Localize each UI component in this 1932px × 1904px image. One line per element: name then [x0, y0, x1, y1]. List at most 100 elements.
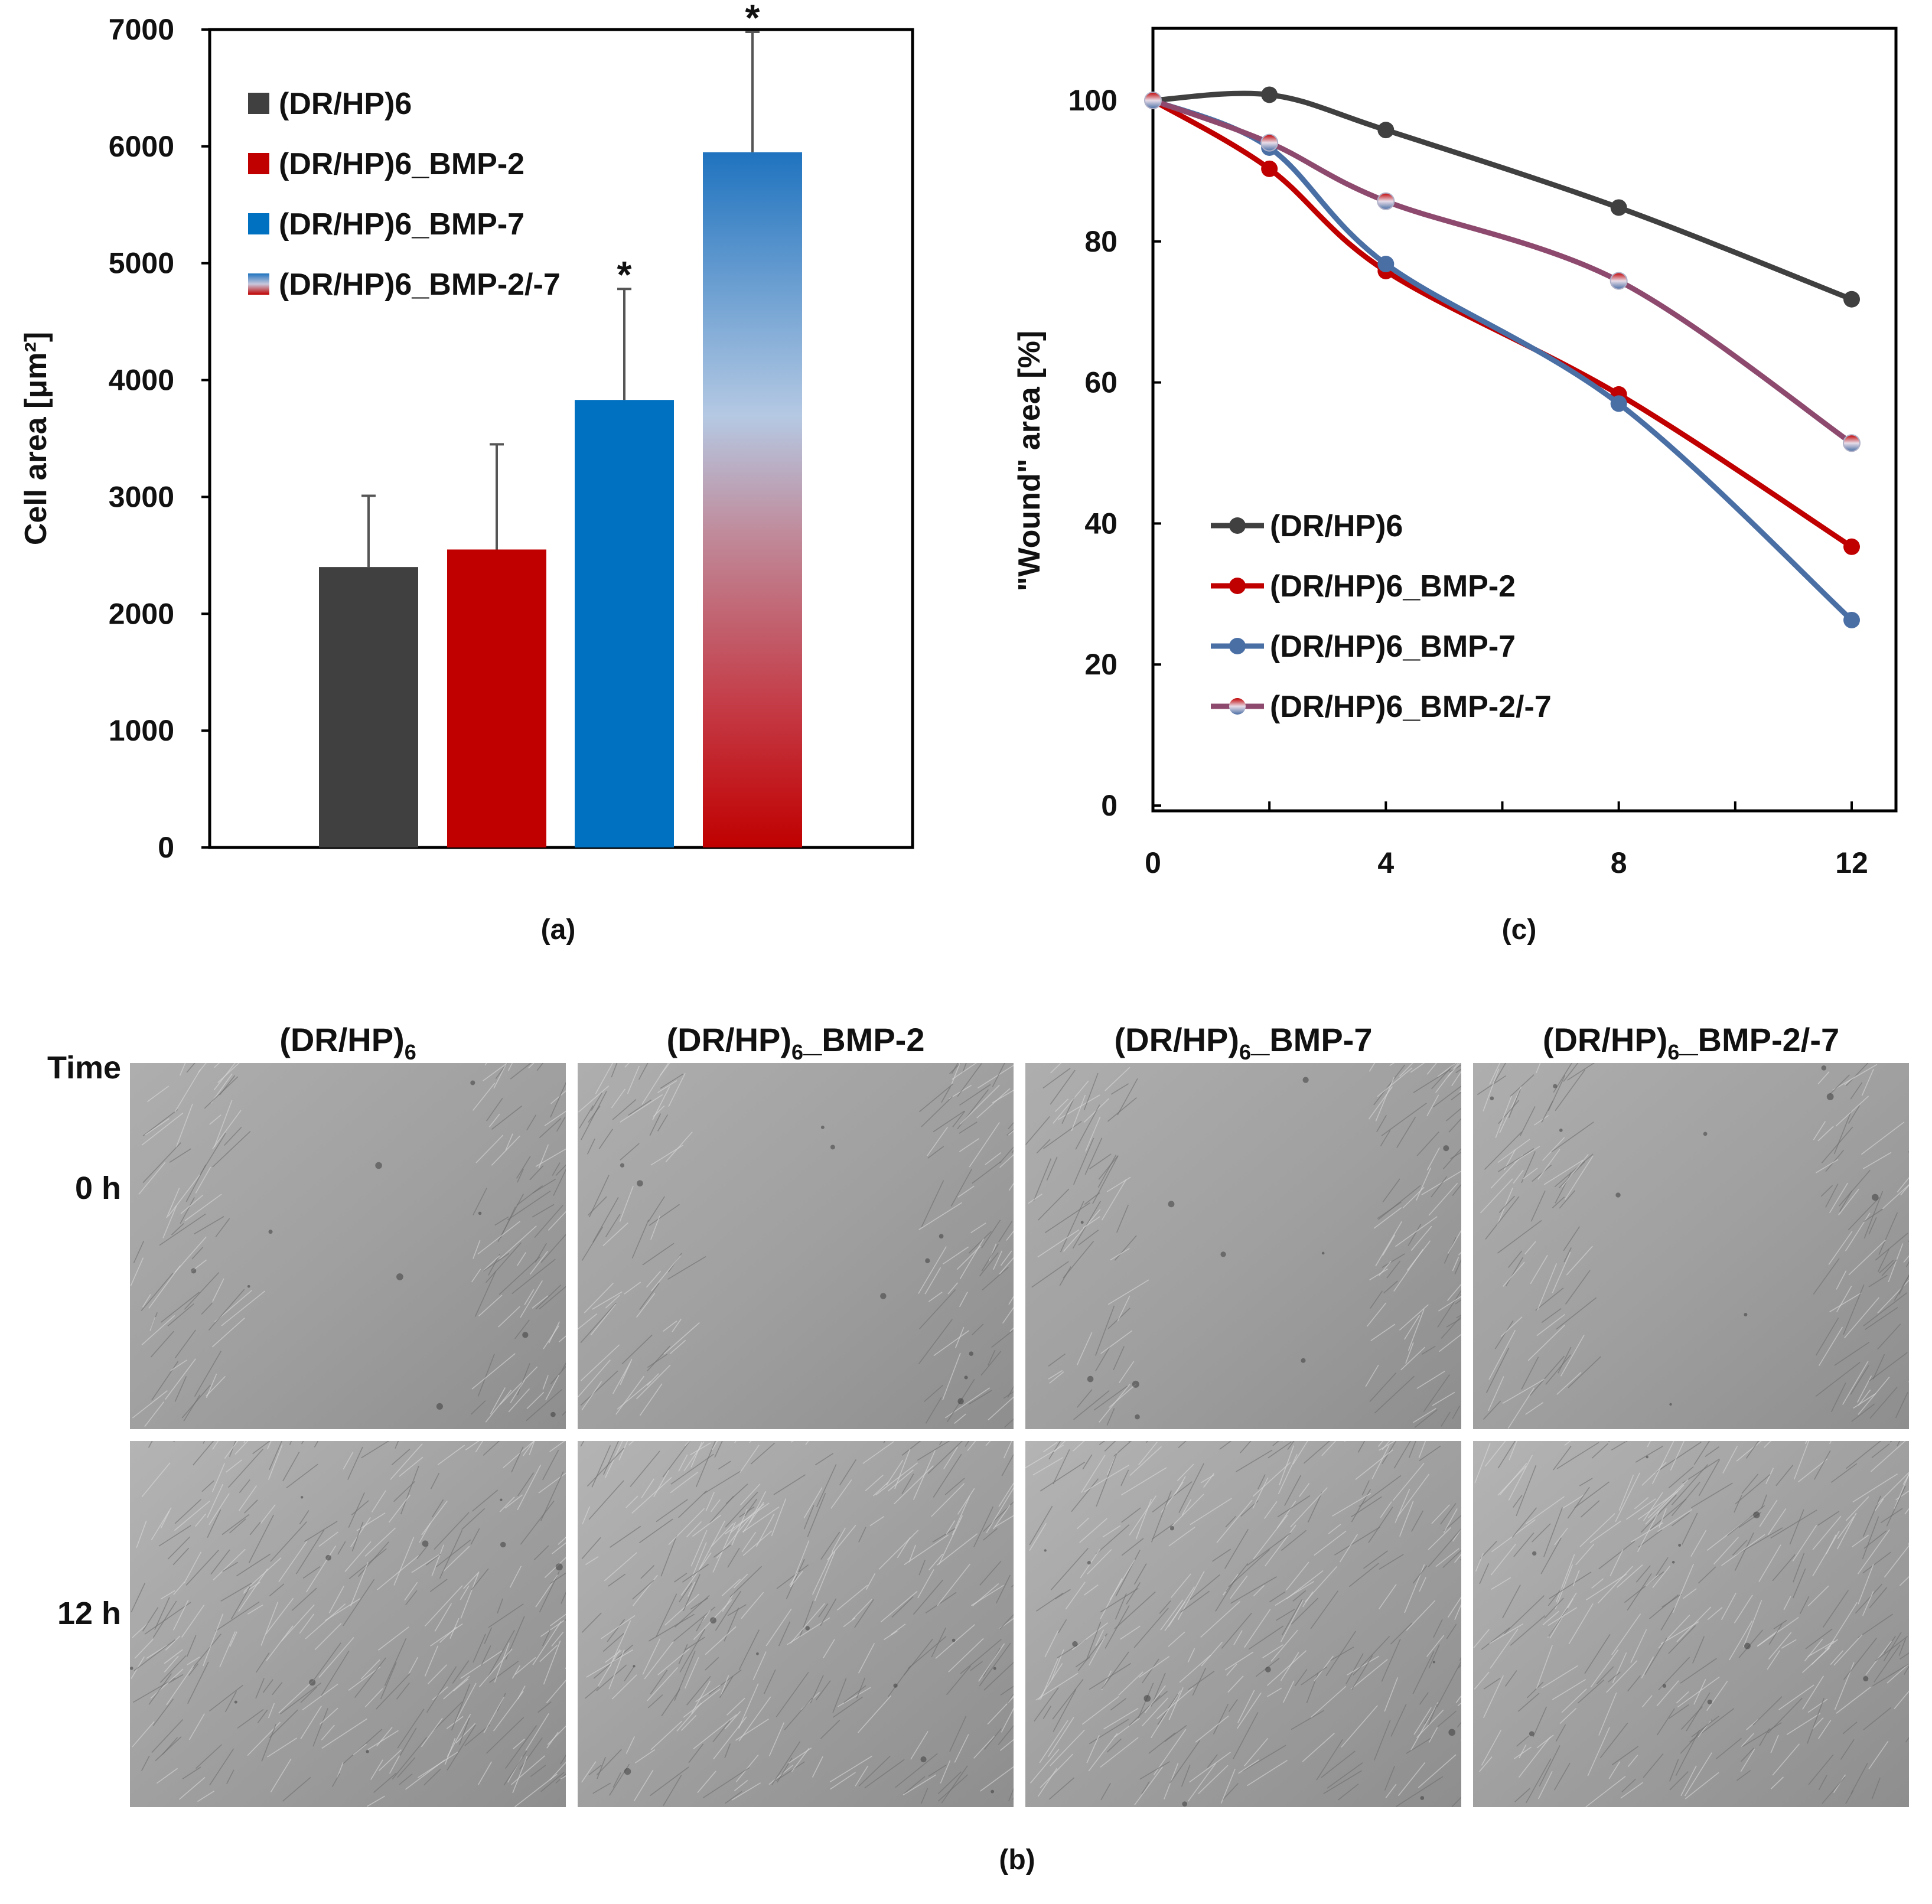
cell-streak	[511, 1446, 524, 1473]
cell-streak	[1624, 1571, 1664, 1603]
cell-streak	[1006, 1230, 1014, 1241]
cell-streak	[1734, 1595, 1753, 1623]
cell-streak	[1848, 1197, 1880, 1231]
cell-streak	[1037, 1188, 1070, 1221]
y-tick-label: 40	[1084, 507, 1118, 540]
cell-streak	[1542, 1610, 1559, 1626]
cell-streak	[1611, 1441, 1628, 1451]
cell-streak	[1339, 1534, 1358, 1563]
cell-streak	[632, 1579, 654, 1600]
cell-streak	[230, 1586, 251, 1620]
cell-streak	[147, 1085, 170, 1103]
cell-streak	[1618, 1475, 1634, 1511]
cell-streak	[633, 1769, 654, 1802]
cell-streak	[1857, 1529, 1890, 1574]
cell-streak	[174, 1500, 210, 1531]
debris-dot	[555, 1563, 563, 1571]
cell-streak	[1446, 1283, 1461, 1301]
cell-streak	[1377, 1067, 1413, 1097]
cell-streak	[1190, 1574, 1220, 1600]
cell-streak	[314, 1623, 342, 1651]
cell-streak	[1821, 1126, 1853, 1163]
cell-streak	[1844, 1297, 1879, 1339]
cell-streak	[471, 1353, 516, 1390]
cell-streak	[1591, 1578, 1604, 1589]
cell-streak	[1236, 1449, 1273, 1472]
cell-streak	[1838, 1189, 1859, 1215]
cell-streak	[172, 1547, 190, 1566]
cell-streak	[1865, 1307, 1898, 1330]
cell-streak	[790, 1441, 794, 1443]
cell-streak	[664, 1593, 700, 1626]
cell-streak	[588, 1765, 602, 1776]
cell-streak	[1801, 1647, 1830, 1673]
cell-streak	[1272, 1441, 1279, 1446]
cell-streak	[1100, 1587, 1139, 1613]
cell-streak	[210, 1549, 230, 1575]
data-point	[1843, 611, 1860, 628]
debris-dot	[1553, 1084, 1558, 1088]
cell-streak	[578, 1313, 598, 1330]
cell-streak	[471, 1400, 486, 1415]
debris-dot	[422, 1540, 429, 1547]
cell-streak	[526, 1391, 545, 1409]
cell-streak	[1792, 1524, 1817, 1561]
cell-streak	[1643, 1492, 1663, 1521]
cell-streak	[918, 1084, 953, 1113]
cell-streak	[1729, 1621, 1753, 1661]
cell-streak	[965, 1441, 970, 1447]
debris-dot	[1744, 1642, 1751, 1649]
cell-streak	[1121, 1538, 1144, 1556]
cell-streak	[1793, 1441, 1810, 1480]
cell-streak	[942, 1352, 961, 1401]
cell-streak	[993, 1250, 1003, 1270]
cell-streak	[1330, 1647, 1354, 1661]
cell-streak	[1850, 1365, 1869, 1395]
cell-streak	[286, 1463, 318, 1489]
cell-streak	[1506, 1257, 1524, 1286]
cell-streak	[160, 1292, 200, 1323]
cell-streak	[901, 1473, 914, 1494]
cell-streak	[305, 1603, 346, 1639]
cell-streak	[726, 1697, 745, 1716]
cell-streak	[649, 1204, 680, 1226]
cell-streak	[720, 1675, 729, 1696]
cell-streak	[1224, 1528, 1249, 1569]
debris-dot	[1826, 1093, 1834, 1100]
cell-streak	[209, 1114, 221, 1125]
cell-streak	[149, 1316, 156, 1331]
cell-streak	[1507, 1250, 1523, 1268]
cell-streak	[858, 1527, 866, 1543]
cell-streak	[592, 1197, 619, 1243]
cell-streak	[1410, 1063, 1425, 1073]
cell-streak	[994, 1515, 1014, 1528]
cell-streak	[255, 1678, 265, 1699]
cell-streak	[426, 1666, 457, 1713]
debris-dot	[309, 1679, 316, 1686]
cell-streak	[1556, 1372, 1582, 1395]
cell-streak	[540, 1772, 565, 1792]
debris-dot	[624, 1768, 631, 1775]
cell-streak	[539, 1286, 566, 1310]
cell-streak	[948, 1638, 984, 1672]
cell-streak	[226, 1769, 234, 1784]
cell-streak	[604, 1649, 622, 1663]
cell-streak	[618, 1441, 628, 1460]
cell-streak	[1083, 1072, 1099, 1110]
data-point	[1261, 86, 1278, 103]
cell-streak	[615, 1375, 645, 1415]
cell-streak	[1511, 1507, 1537, 1538]
cell-streak	[1416, 1132, 1439, 1156]
cell-streak	[160, 1511, 170, 1529]
cell-streak	[1826, 1534, 1837, 1554]
cell-streak	[1369, 1268, 1388, 1281]
cell-streak	[215, 1218, 230, 1237]
cell-streak	[1536, 1735, 1554, 1749]
cell-streak	[688, 1743, 704, 1763]
cell-streak	[627, 1065, 640, 1094]
cell-streak	[1626, 1498, 1656, 1520]
cell-streak	[684, 1657, 699, 1689]
cell-streak	[389, 1755, 400, 1774]
debris-dot	[1615, 1192, 1621, 1198]
cell-streak	[1151, 1690, 1181, 1739]
